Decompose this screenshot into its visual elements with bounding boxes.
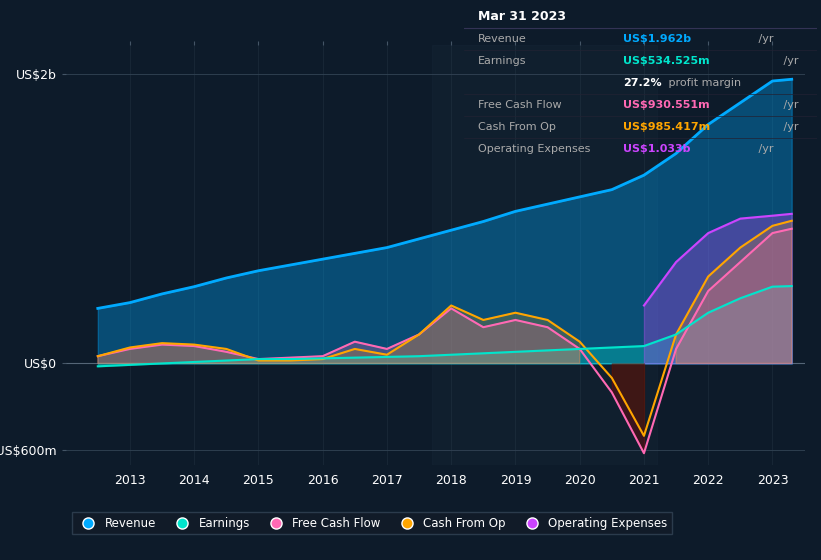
- Text: Cash From Op: Cash From Op: [478, 122, 556, 132]
- Text: 27.2%: 27.2%: [622, 78, 662, 88]
- Text: Free Cash Flow: Free Cash Flow: [478, 100, 562, 110]
- Text: profit margin: profit margin: [665, 78, 741, 88]
- Bar: [432, 45, 657, 465]
- Text: US$1.962b: US$1.962b: [622, 34, 690, 44]
- Text: /yr: /yr: [780, 55, 798, 66]
- Text: Mar 31 2023: Mar 31 2023: [478, 10, 566, 23]
- Text: Revenue: Revenue: [478, 34, 527, 44]
- Text: /yr: /yr: [780, 122, 798, 132]
- Text: US$930.551m: US$930.551m: [622, 100, 709, 110]
- Legend: Revenue, Earnings, Free Cash Flow, Cash From Op, Operating Expenses: Revenue, Earnings, Free Cash Flow, Cash …: [71, 512, 672, 534]
- Text: Operating Expenses: Operating Expenses: [478, 144, 590, 154]
- Text: /yr: /yr: [755, 34, 773, 44]
- Text: US$534.525m: US$534.525m: [622, 55, 709, 66]
- Text: US$985.417m: US$985.417m: [622, 122, 710, 132]
- Text: /yr: /yr: [780, 100, 798, 110]
- Text: Earnings: Earnings: [478, 55, 526, 66]
- Text: US$1.033b: US$1.033b: [622, 144, 690, 154]
- Text: /yr: /yr: [755, 144, 773, 154]
